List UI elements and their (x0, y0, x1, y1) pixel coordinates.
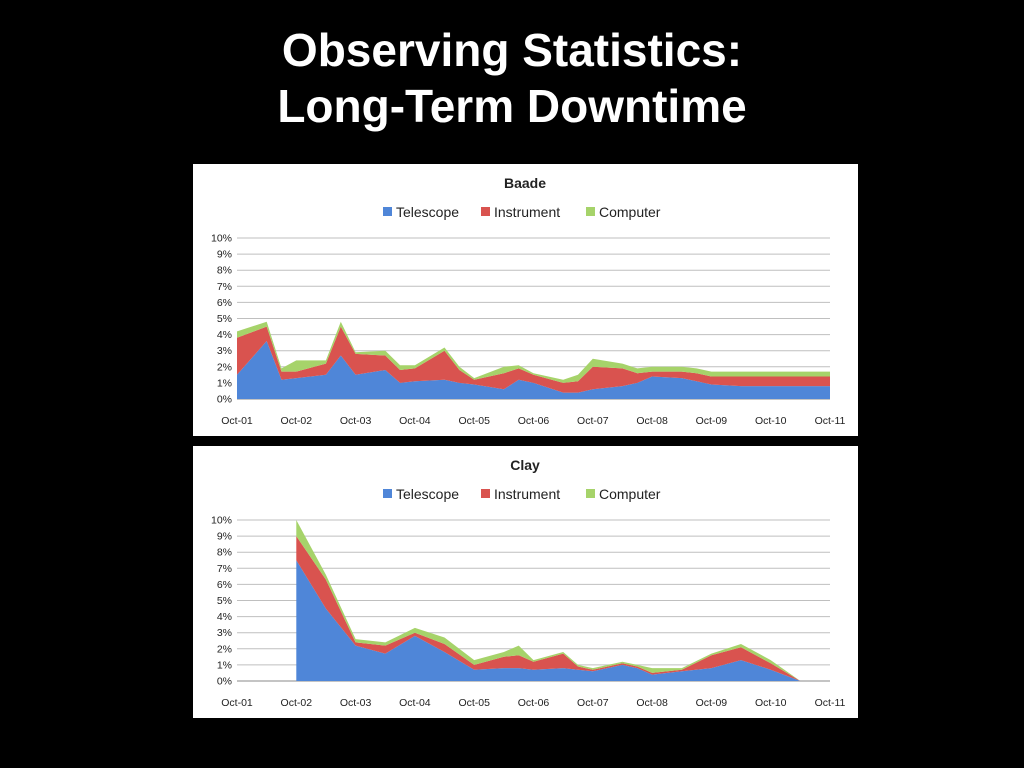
y-tick-label: 7% (217, 281, 232, 293)
area-instrument (237, 326, 830, 393)
x-tick-label: Oct-06 (518, 415, 550, 427)
legend-swatch-computer (586, 489, 595, 498)
x-tick-label: Oct-04 (399, 697, 431, 709)
legend-label-instrument: Instrument (494, 486, 560, 502)
clay-chart-panel: Clay Telescope Instrument Computer 0% 1% 2% 3% 4… (193, 446, 858, 718)
area-computer (237, 321, 830, 383)
y-tick-label: 3% (217, 627, 232, 639)
area-telescope (296, 560, 830, 681)
x-tick-label: Oct-11 (815, 415, 846, 427)
y-tick-label: 7% (217, 563, 232, 575)
slide-title: Observing Statistics: Long-Term Downtime (0, 22, 1024, 134)
x-tick-label: Oct-02 (281, 697, 313, 709)
y-tick-label: 4% (217, 329, 232, 341)
legend-swatch-instrument (481, 489, 490, 498)
y-tick-label: 10% (211, 233, 232, 245)
y-tick-label: 8% (217, 547, 232, 559)
legend-label-instrument: Instrument (494, 204, 560, 220)
legend-label-telescope: Telescope (396, 486, 459, 502)
chart-title: Baade (504, 175, 546, 191)
slide-title-line-1: Observing Statistics: (281, 24, 743, 76)
x-tick-label: Oct-02 (281, 415, 313, 427)
legend-swatch-telescope (383, 207, 392, 216)
y-tick-label: 10% (211, 515, 232, 527)
x-tick-label: Oct-06 (518, 697, 550, 709)
y-tick-label: 5% (217, 313, 232, 325)
legend-swatch-instrument (481, 207, 490, 216)
y-tick-label: 0% (217, 676, 232, 688)
legend-label-computer: Computer (599, 486, 661, 502)
legend-label-telescope: Telescope (396, 204, 459, 220)
x-tick-label: Oct-01 (221, 697, 253, 709)
legend-label-computer: Computer (599, 204, 661, 220)
x-tick-label: Oct-11 (815, 697, 846, 709)
slide-title-line-2: Long-Term Downtime (277, 80, 747, 132)
x-tick-label: Oct-09 (696, 415, 728, 427)
y-tick-label: 9% (217, 249, 232, 261)
baade-chart-panel: Baade Telescope Instrument Computer 0% 1% 2% 3%… (193, 164, 858, 436)
y-tick-label: 2% (217, 643, 232, 655)
y-tick-label: 3% (217, 345, 232, 357)
y-tick-label: 4% (217, 611, 232, 623)
x-tick-label: Oct-05 (458, 697, 490, 709)
y-tick-label: 6% (217, 579, 232, 591)
legend-swatch-telescope (383, 489, 392, 498)
x-tick-label: Oct-10 (755, 415, 787, 427)
y-tick-label: 5% (217, 595, 232, 607)
y-tick-label: 2% (217, 361, 232, 373)
y-tick-label: 1% (217, 659, 232, 671)
legend-swatch-computer (586, 207, 595, 216)
clay-chart: Clay Telescope Instrument Computer 0% 1% 2% 3% 4… (211, 457, 846, 709)
x-tick-label: Oct-08 (636, 415, 668, 427)
x-tick-label: Oct-07 (577, 415, 609, 427)
x-tick-label: Oct-05 (458, 415, 490, 427)
x-tick-label: Oct-03 (340, 697, 372, 709)
y-tick-label: 6% (217, 297, 232, 309)
x-tick-label: Oct-08 (636, 697, 668, 709)
chart-title: Clay (510, 457, 540, 473)
x-tick-label: Oct-07 (577, 697, 609, 709)
x-tick-label: Oct-09 (696, 697, 728, 709)
area-computer (296, 520, 830, 681)
baade-chart: Baade Telescope Instrument Computer 0% 1% 2% 3%… (211, 175, 846, 427)
y-tick-label: 0% (217, 394, 232, 406)
x-tick-label: Oct-04 (399, 415, 431, 427)
x-tick-label: Oct-10 (755, 697, 787, 709)
x-tick-label: Oct-01 (221, 415, 253, 427)
y-tick-label: 9% (217, 531, 232, 543)
area-telescope (237, 341, 830, 399)
y-tick-label: 8% (217, 265, 232, 277)
x-tick-label: Oct-03 (340, 415, 372, 427)
y-tick-label: 1% (217, 377, 232, 389)
